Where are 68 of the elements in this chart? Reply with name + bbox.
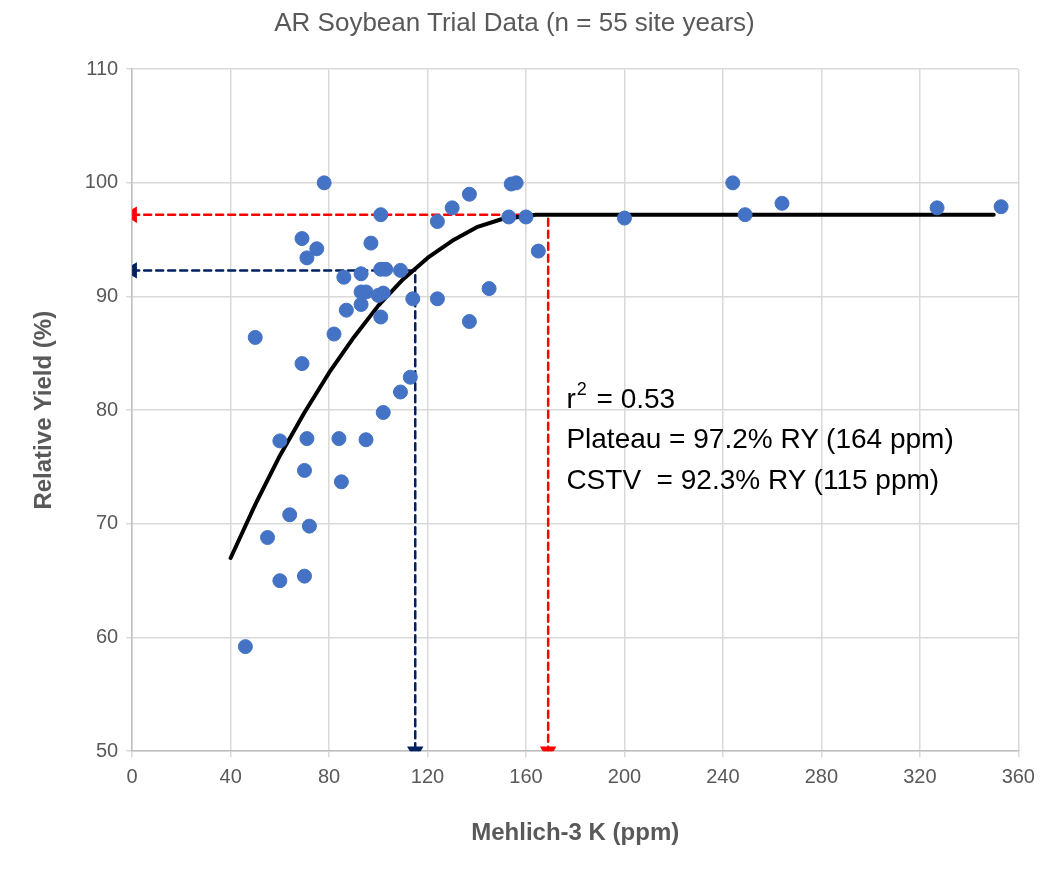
point (296, 462, 312, 478)
y-tick-label: 90 (95, 284, 119, 307)
point (333, 474, 349, 490)
x-tick-label: 240 (706, 764, 740, 787)
x-tick-label: 320 (903, 764, 937, 787)
point (373, 309, 389, 325)
point (737, 207, 753, 223)
point (326, 326, 342, 342)
y-tick-label: 80 (95, 397, 119, 420)
point (429, 291, 445, 307)
point (353, 296, 369, 312)
point (338, 302, 354, 318)
point (405, 291, 421, 307)
point (336, 269, 352, 285)
point (282, 507, 298, 523)
y-tick-label: 110 (86, 56, 119, 79)
annotation: CSTV = 92.3% RY (115 ppm) (566, 463, 940, 495)
y-tick-label: 70 (95, 511, 119, 534)
x-tick-label: 40 (219, 764, 242, 787)
point (299, 431, 315, 447)
point (392, 384, 408, 400)
point (272, 433, 288, 449)
point (429, 214, 445, 230)
point (247, 329, 263, 345)
point (461, 314, 477, 330)
point (353, 266, 369, 282)
y-tick-label: 60 (95, 625, 119, 648)
point (316, 175, 332, 191)
point (993, 199, 1009, 215)
point (481, 281, 497, 297)
point (444, 200, 460, 216)
point (299, 250, 315, 266)
point (373, 207, 389, 223)
annotation: Plateau = 97.2% RY (164 ppm) (566, 423, 954, 455)
point (392, 262, 408, 278)
y-axis-title: Relative Yield (%) (29, 310, 57, 510)
x-tick-label: 280 (804, 764, 839, 787)
x-tick-label: 360 (1001, 764, 1035, 787)
point (375, 404, 391, 420)
point (518, 209, 534, 225)
x-tick-label: 80 (317, 764, 341, 787)
point (237, 639, 253, 655)
x-axis-title: Mehlich-3 K (ppm) (471, 818, 680, 846)
chart-title: AR Soybean Trial Data (n = 55 site years) (274, 6, 755, 37)
point (294, 356, 310, 372)
x-tick-label: 200 (607, 764, 642, 787)
point (294, 231, 310, 247)
point (260, 530, 276, 546)
y-tick-label: 50 (95, 738, 119, 761)
point (331, 431, 347, 447)
x-tick-label: 0 (126, 764, 138, 787)
point (363, 235, 379, 251)
point (301, 518, 317, 534)
x-tick-label: 160 (509, 764, 543, 787)
point (461, 186, 477, 202)
y-tick-label: 100 (84, 170, 119, 193)
point (501, 209, 517, 225)
point (774, 195, 790, 211)
point (309, 241, 325, 257)
point (616, 210, 632, 226)
x-tick-label: 120 (410, 764, 445, 787)
point (358, 432, 374, 448)
point (296, 568, 312, 584)
point (725, 175, 741, 191)
point (272, 573, 288, 589)
point (929, 200, 945, 216)
point (402, 369, 418, 385)
point (530, 243, 546, 259)
